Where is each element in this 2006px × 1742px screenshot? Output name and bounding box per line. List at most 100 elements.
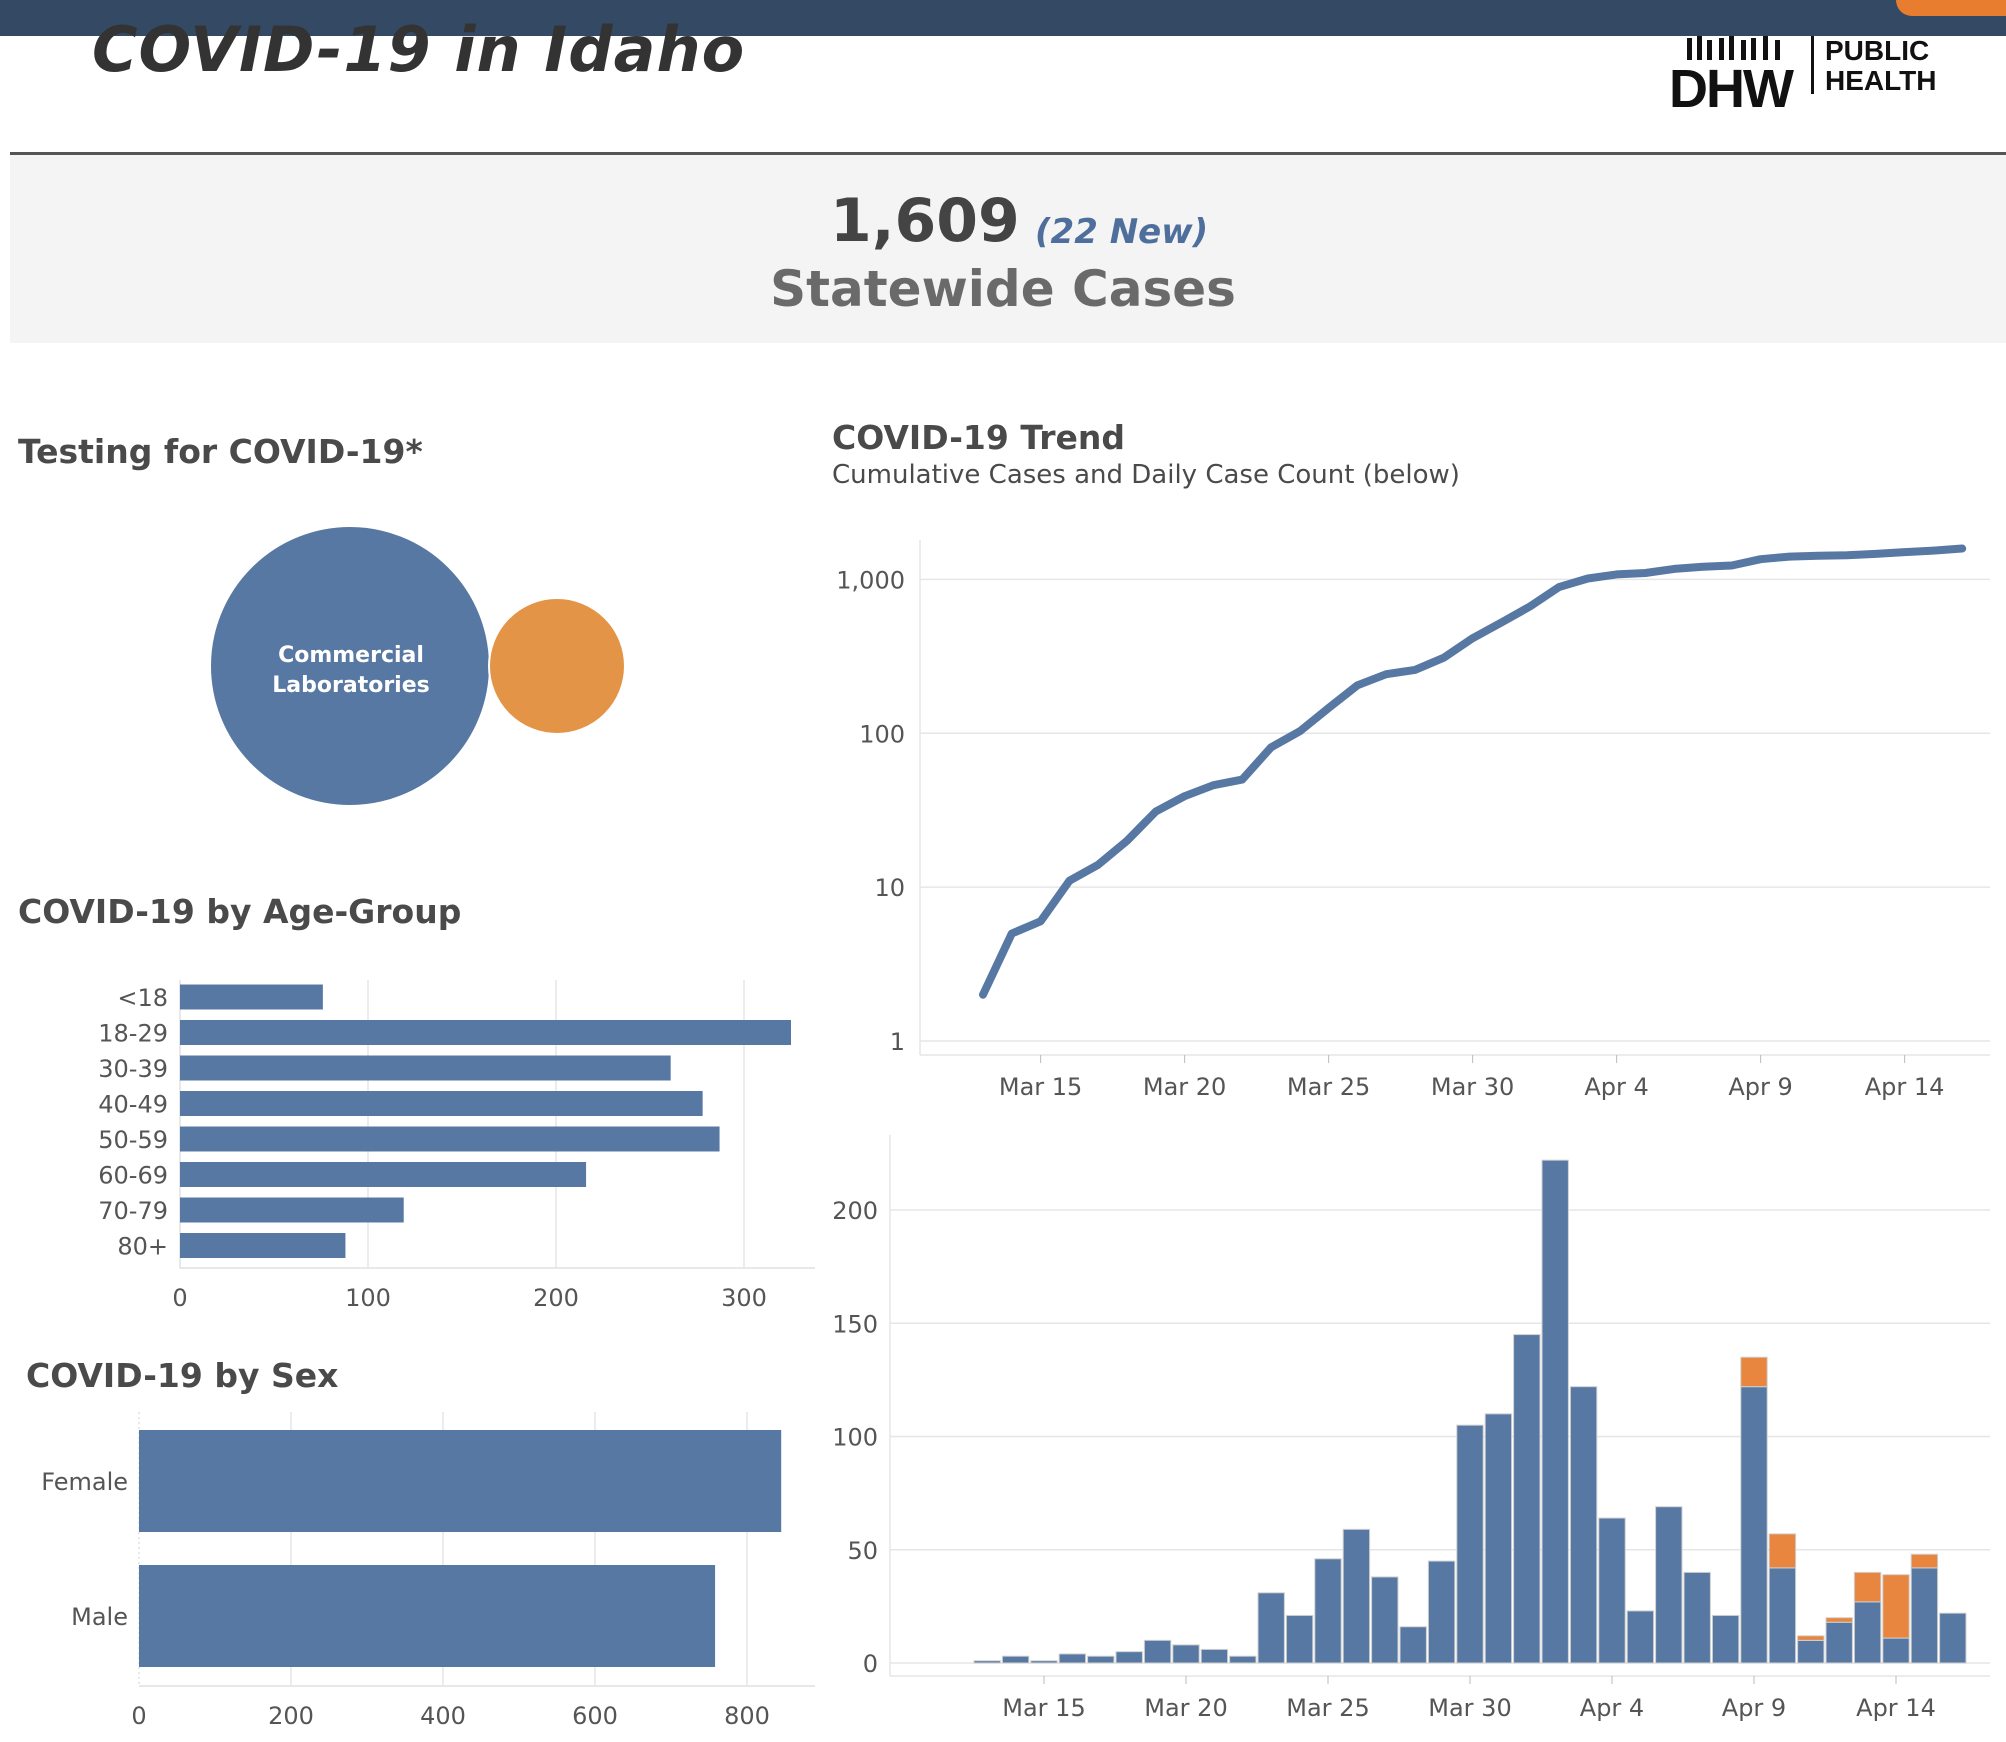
cumulative-point xyxy=(1124,837,1130,844)
category-label: 60-69 xyxy=(98,1162,168,1190)
y-tick-label: 100 xyxy=(859,720,905,748)
cumulative-point xyxy=(1469,635,1476,642)
cumulative-point xyxy=(1210,782,1217,789)
testing-title: Testing for COVID-19* xyxy=(18,432,423,471)
cumulative-point xyxy=(1498,619,1505,626)
y-tick-label: 0 xyxy=(863,1650,878,1678)
x-tick-label: 300 xyxy=(721,1284,767,1312)
cumulative-point xyxy=(1268,744,1274,751)
x-tick-label: 800 xyxy=(724,1702,770,1730)
x-tick-label: Mar 25 xyxy=(1287,1073,1370,1101)
x-tick-label: Mar 20 xyxy=(1143,1073,1226,1101)
daily-bar-primary xyxy=(1427,1560,1456,1664)
x-tick-label: Apr 9 xyxy=(1722,1694,1786,1722)
daily-bar-primary xyxy=(1541,1159,1569,1664)
category-label: <18 xyxy=(117,984,168,1012)
cumulative-point xyxy=(1930,547,1937,554)
x-tick-label: 200 xyxy=(533,1284,579,1312)
y-tick-label: 1,000 xyxy=(836,566,905,594)
daily-bar-primary xyxy=(1257,1592,1285,1664)
daily-bar-primary xyxy=(1513,1334,1541,1664)
daily-bar-primary xyxy=(1711,1614,1740,1664)
bar xyxy=(180,1126,720,1152)
category-label: 80+ xyxy=(117,1233,168,1261)
bar xyxy=(180,1197,404,1223)
logo-line1: PUBLIC xyxy=(1825,35,1930,66)
daily-bar-primary xyxy=(1229,1655,1257,1664)
bar xyxy=(180,1162,587,1187)
y-tick-label: 100 xyxy=(832,1424,878,1452)
cumulative-point xyxy=(1095,861,1102,868)
daily-bar-secondary xyxy=(1768,1533,1797,1569)
bubble-other-labs[interactable] xyxy=(488,597,626,735)
cumulative-point xyxy=(1440,654,1447,661)
daily-bar-primary xyxy=(1285,1614,1314,1664)
new-cases: (22 New) xyxy=(1035,212,1209,252)
logo-dhw-text: DHW xyxy=(1669,59,1794,119)
daily-bar-primary xyxy=(1569,1386,1598,1664)
cumulative-point xyxy=(1383,671,1390,678)
daily-bar-primary xyxy=(1939,1612,1967,1664)
logo-line2: HEALTH xyxy=(1825,65,1937,96)
cumulative-point xyxy=(1556,584,1562,591)
cumulative-point xyxy=(1786,553,1793,560)
y-tick-label: 200 xyxy=(832,1197,878,1225)
daily-bar-secondary xyxy=(1853,1571,1882,1603)
x-tick-label: Mar 15 xyxy=(1002,1694,1085,1722)
daily-bar-primary xyxy=(1853,1601,1882,1664)
daily-bar-primary xyxy=(973,1660,1001,1664)
daily-bar-primary xyxy=(1143,1639,1172,1664)
cumulative-point xyxy=(1412,666,1418,673)
y-tick-label: 150 xyxy=(832,1310,878,1338)
page-title: COVID-19 in Idaho xyxy=(92,13,746,86)
daily-bar-primary xyxy=(1200,1648,1229,1664)
daily-bar-primary xyxy=(1314,1558,1342,1664)
x-tick-label: Mar 30 xyxy=(1431,1073,1514,1101)
category-label: 50-59 xyxy=(98,1126,168,1154)
statewide-cases-label: Statewide Cases xyxy=(770,260,1236,318)
menu-tab[interactable] xyxy=(1896,0,2006,16)
cumulative-point xyxy=(1700,563,1706,570)
daily-bar-secondary xyxy=(1825,1617,1853,1623)
cumulative-point xyxy=(1354,682,1361,689)
cumulative-point xyxy=(1901,549,1908,556)
category-label: 30-39 xyxy=(98,1055,168,1083)
cumulative-point xyxy=(1296,728,1303,735)
x-tick-label: 400 xyxy=(420,1702,466,1730)
sex-title: COVID-19 by Sex xyxy=(26,1356,339,1395)
daily-bar-primary xyxy=(1598,1517,1626,1664)
bar xyxy=(139,1565,716,1667)
x-tick-label: Apr 4 xyxy=(1580,1694,1644,1722)
daily-bar-primary xyxy=(1399,1626,1427,1664)
daily-bar-primary xyxy=(1910,1567,1939,1664)
y-tick-label: 10 xyxy=(874,874,905,902)
cumulative-point xyxy=(1844,552,1850,559)
daily-bar-secondary xyxy=(1740,1356,1768,1388)
cumulative-point xyxy=(1757,556,1764,563)
y-tick-label: 1 xyxy=(890,1028,905,1056)
cumulative-point xyxy=(1325,704,1332,711)
daily-bar-primary xyxy=(1342,1528,1371,1664)
daily-bar-secondary xyxy=(1797,1635,1825,1641)
cumulative-point xyxy=(980,991,986,998)
x-tick-label: Apr 9 xyxy=(1728,1073,1792,1101)
dhw-public-health-logo[interactable]: DHW PUBLIC HEALTH xyxy=(1665,32,1936,117)
category-label: 40-49 xyxy=(98,1091,168,1119)
bar xyxy=(180,1233,346,1258)
cumulative-point xyxy=(1066,877,1073,884)
x-tick-label: 100 xyxy=(345,1284,391,1312)
daily-bar-primary xyxy=(1626,1610,1655,1664)
daily-bar-primary xyxy=(1030,1660,1058,1664)
summary-banner xyxy=(10,155,2006,343)
bar xyxy=(139,1430,782,1532)
daily-bar-primary xyxy=(1484,1413,1513,1664)
daily-bar-primary xyxy=(1683,1571,1711,1664)
x-tick-label: Mar 15 xyxy=(999,1073,1082,1101)
daily-bar-primary xyxy=(1740,1386,1768,1664)
cumulative-point xyxy=(1613,571,1620,578)
